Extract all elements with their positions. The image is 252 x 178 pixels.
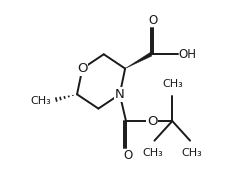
Polygon shape bbox=[125, 53, 152, 69]
Text: CH₃: CH₃ bbox=[142, 148, 163, 158]
Text: N: N bbox=[115, 88, 125, 101]
Text: CH₃: CH₃ bbox=[30, 96, 51, 106]
Text: O: O bbox=[77, 62, 88, 75]
Text: O: O bbox=[149, 14, 158, 27]
Text: CH₃: CH₃ bbox=[181, 148, 202, 158]
Text: OH: OH bbox=[178, 48, 197, 61]
Text: O: O bbox=[124, 149, 133, 162]
Text: O: O bbox=[147, 114, 158, 128]
Text: CH₃: CH₃ bbox=[162, 79, 183, 89]
